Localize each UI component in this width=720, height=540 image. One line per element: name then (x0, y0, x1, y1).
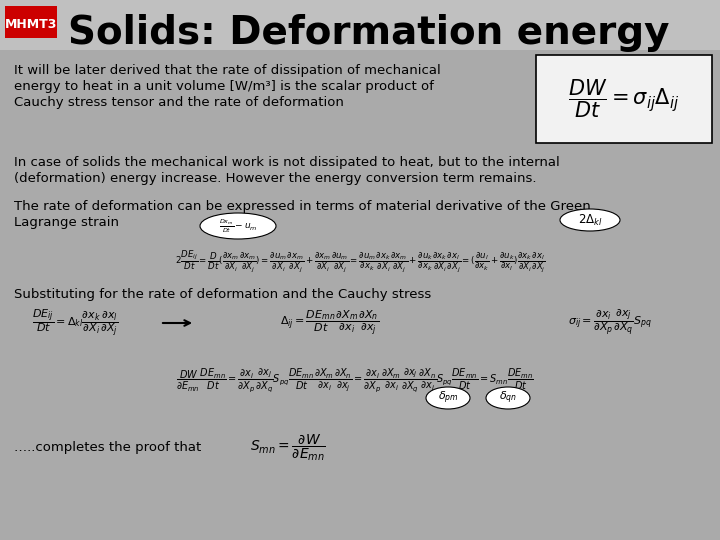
Text: …..completes the proof that: …..completes the proof that (14, 442, 202, 455)
Text: $\delta_{qn}$: $\delta_{qn}$ (499, 390, 517, 406)
Text: $\Delta_{ij}=\dfrac{DE_{mn}}{Dt}\dfrac{\partial X_m}{\partial x_i}\dfrac{\partia: $\Delta_{ij}=\dfrac{DE_{mn}}{Dt}\dfrac{\… (281, 309, 379, 338)
Text: $\dfrac{DE_{ij}}{Dt}=\Delta_{kl}\dfrac{\partial x_k}{\partial X_i}\dfrac{\partia: $\dfrac{DE_{ij}}{Dt}=\Delta_{kl}\dfrac{\… (32, 307, 118, 339)
Text: $\delta_{pm}$: $\delta_{pm}$ (438, 390, 459, 406)
Text: $2\dfrac{DE_{ij}}{Dt}=\dfrac{D}{Dt}(\dfrac{\partial x_m}{\partial X_i}\dfrac{\pa: $2\dfrac{DE_{ij}}{Dt}=\dfrac{D}{Dt}(\dfr… (174, 248, 546, 274)
Text: Substituting for the rate of deformation and the Cauchy stress: Substituting for the rate of deformation… (14, 288, 431, 301)
Bar (0, 0, 720, 50)
FancyBboxPatch shape (536, 55, 712, 143)
Text: $2\Delta_{kl}$: $2\Delta_{kl}$ (577, 212, 603, 227)
Text: MHMT3: MHMT3 (5, 17, 57, 30)
Bar (5, 6, 57, 38)
Text: (deformation) energy increase. However the energy conversion term remains.: (deformation) energy increase. However t… (14, 172, 536, 185)
Text: The rate of deformation can be expressed in terms of material derivative of the : The rate of deformation can be expressed… (14, 200, 590, 213)
Text: $\frac{Dx_m}{Dt}-u_m$: $\frac{Dx_m}{Dt}-u_m$ (219, 217, 257, 235)
Text: $\sigma_{ij}=\dfrac{\partial x_i}{\partial X_p}\dfrac{\partial x_j}{\partial X_q: $\sigma_{ij}=\dfrac{\partial x_i}{\parti… (568, 308, 652, 338)
Text: Solids: Deformation energy: Solids: Deformation energy (68, 14, 670, 52)
Text: It will be later derived that the rate of dissipation of mechanical: It will be later derived that the rate o… (14, 64, 441, 77)
Text: In case of solids the mechanical work is not dissipated to heat, but to the inte: In case of solids the mechanical work is… (14, 156, 559, 169)
Text: $\dfrac{DW}{Dt} = \sigma_{ij}\Delta_{ij}$: $\dfrac{DW}{Dt} = \sigma_{ij}\Delta_{ij}… (568, 78, 680, 120)
Ellipse shape (200, 213, 276, 239)
Text: energy to heat in a unit volume [W/m³] is the scalar product of: energy to heat in a unit volume [W/m³] i… (14, 80, 434, 93)
Text: Cauchy stress tensor and the rate of deformation: Cauchy stress tensor and the rate of def… (14, 96, 344, 109)
Ellipse shape (426, 387, 470, 409)
Ellipse shape (486, 387, 530, 409)
Text: Lagrange strain: Lagrange strain (14, 216, 119, 229)
Text: $\dfrac{DW}{\partial E_{mn}}\dfrac{DE_{mn}}{Dt}=\dfrac{\partial x_i}{\partial X_: $\dfrac{DW}{\partial E_{mn}}\dfrac{DE_{m… (176, 366, 534, 394)
Text: $S_{mn}=\dfrac{\partial W}{\partial E_{mn}}$: $S_{mn}=\dfrac{\partial W}{\partial E_{m… (250, 433, 326, 463)
Ellipse shape (560, 209, 620, 231)
